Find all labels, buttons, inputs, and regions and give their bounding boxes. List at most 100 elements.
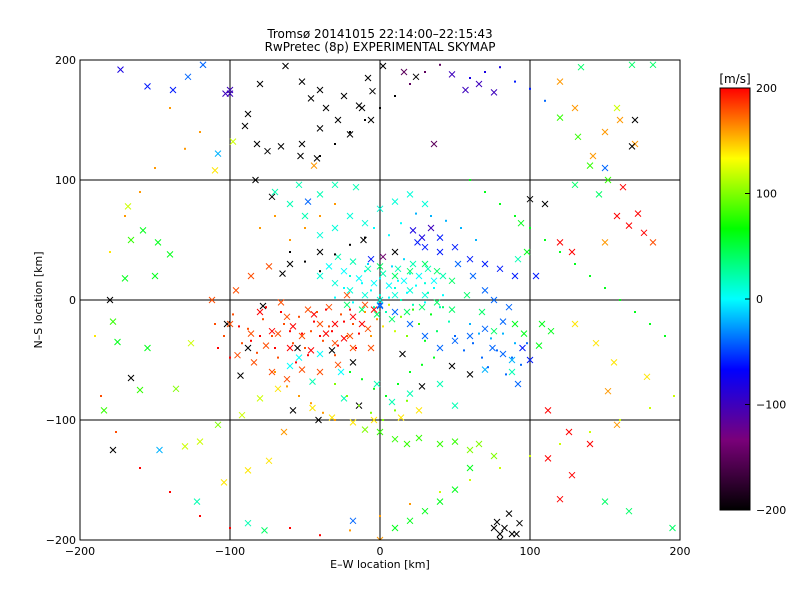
y-axis-label: N–S location [km]: [32, 251, 45, 348]
data-point-dot: [529, 87, 531, 90]
data-point-dot: [100, 395, 102, 397]
x-tick-label: 100: [520, 545, 541, 558]
data-point-dot: [460, 227, 462, 229]
data-point-dot: [115, 431, 117, 433]
data-point-cross: [481, 325, 489, 333]
data-point-cross: [613, 421, 621, 429]
data-point-cross: [613, 212, 621, 220]
data-point-dot: [490, 337, 492, 340]
data-point-cross: [340, 92, 348, 100]
data-point-cross: [391, 308, 399, 316]
data-point-dot: [286, 385, 288, 388]
data-point-cross: [376, 301, 384, 309]
data-point-dot: [409, 503, 411, 505]
data-point-dot: [526, 342, 528, 345]
data-point-dot: [370, 335, 372, 337]
data-point-dot: [238, 325, 240, 328]
data-point-cross: [535, 342, 543, 349]
data-point-cross: [448, 277, 456, 285]
data-point-dot: [400, 222, 402, 225]
data-point-dot: [322, 339, 324, 342]
data-point-cross: [307, 347, 315, 354]
data-point-cross: [406, 390, 414, 397]
data-point-dot: [223, 335, 225, 337]
data-point-cross: [331, 320, 339, 328]
data-point-dot: [529, 455, 531, 457]
data-point-cross: [556, 78, 564, 85]
data-point-cross: [367, 116, 375, 124]
data-point-cross: [279, 270, 286, 277]
data-point-cross: [373, 311, 381, 318]
data-point-dot: [418, 323, 420, 325]
data-point-cross: [316, 86, 324, 94]
data-point-dot: [94, 335, 96, 337]
data-point-dot: [472, 342, 474, 345]
data-point-cross: [516, 519, 523, 527]
data-point-cross: [256, 80, 264, 88]
data-point-cross: [439, 272, 447, 280]
data-point-cross: [466, 446, 474, 454]
data-point-dot: [382, 419, 384, 421]
data-point-dot: [325, 308, 327, 311]
data-point-dot: [283, 323, 285, 325]
data-point-cross: [436, 344, 444, 352]
data-point-cross: [454, 260, 462, 268]
data-point-dot: [406, 335, 408, 337]
data-point-dot: [400, 315, 402, 318]
data-point-cross: [304, 198, 312, 205]
data-point-cross: [223, 320, 231, 328]
data-point-dot: [364, 270, 366, 273]
data-point-cross: [226, 320, 234, 328]
data-point-dot: [124, 215, 126, 217]
data-point-dot: [463, 349, 465, 352]
data-point-dot: [478, 332, 480, 335]
data-point-dot: [364, 236, 366, 239]
data-point-cross: [187, 339, 195, 347]
data-point-cross: [414, 239, 421, 246]
data-point-cross: [577, 63, 585, 71]
data-point-cross: [144, 344, 151, 352]
data-point-cross: [346, 131, 354, 138]
data-point-dot: [154, 167, 156, 169]
data-point-cross: [391, 291, 399, 299]
data-point-dot: [469, 77, 471, 79]
data-point-cross: [199, 61, 207, 69]
data-point-dot: [274, 371, 276, 373]
data-point-dot: [319, 534, 321, 537]
data-point-cross: [586, 440, 594, 448]
data-point-cross: [144, 83, 151, 90]
data-point-dot: [217, 347, 219, 349]
data-point-cross: [361, 426, 369, 433]
data-point-dot: [499, 66, 501, 69]
data-point-cross: [451, 438, 459, 445]
data-point-cross: [114, 338, 121, 346]
chart-title-line2: RwPretec (8p) EXPERIMENTAL SKYMAP: [265, 40, 496, 54]
data-point-cross: [513, 530, 520, 538]
data-point-cross: [376, 296, 384, 304]
data-point-dot: [241, 342, 243, 345]
data-point-cross: [490, 452, 498, 460]
data-point-dot: [334, 383, 336, 385]
data-point-dot: [352, 301, 354, 304]
data-point-cross: [451, 243, 459, 251]
data-point-dot: [409, 371, 411, 373]
data-point-cross: [397, 414, 405, 421]
data-point-dot: [304, 227, 306, 229]
data-point-cross: [436, 248, 444, 256]
data-point-dot: [403, 258, 405, 261]
data-point-cross: [523, 248, 531, 256]
data-point-dot: [604, 287, 606, 289]
data-point-cross: [496, 536, 504, 540]
data-point-dot: [514, 80, 516, 83]
data-point-cross: [643, 373, 651, 381]
data-point-cross: [367, 255, 375, 263]
data-point-cross: [376, 205, 384, 213]
data-point-cross: [316, 191, 324, 198]
data-point-cross: [334, 116, 342, 124]
data-point-cross: [415, 272, 423, 280]
data-point-dot: [427, 291, 429, 294]
data-point-dot: [304, 260, 306, 263]
data-point-dot: [364, 119, 366, 121]
data-point-cross: [505, 510, 513, 517]
data-point-cross: [519, 344, 526, 352]
